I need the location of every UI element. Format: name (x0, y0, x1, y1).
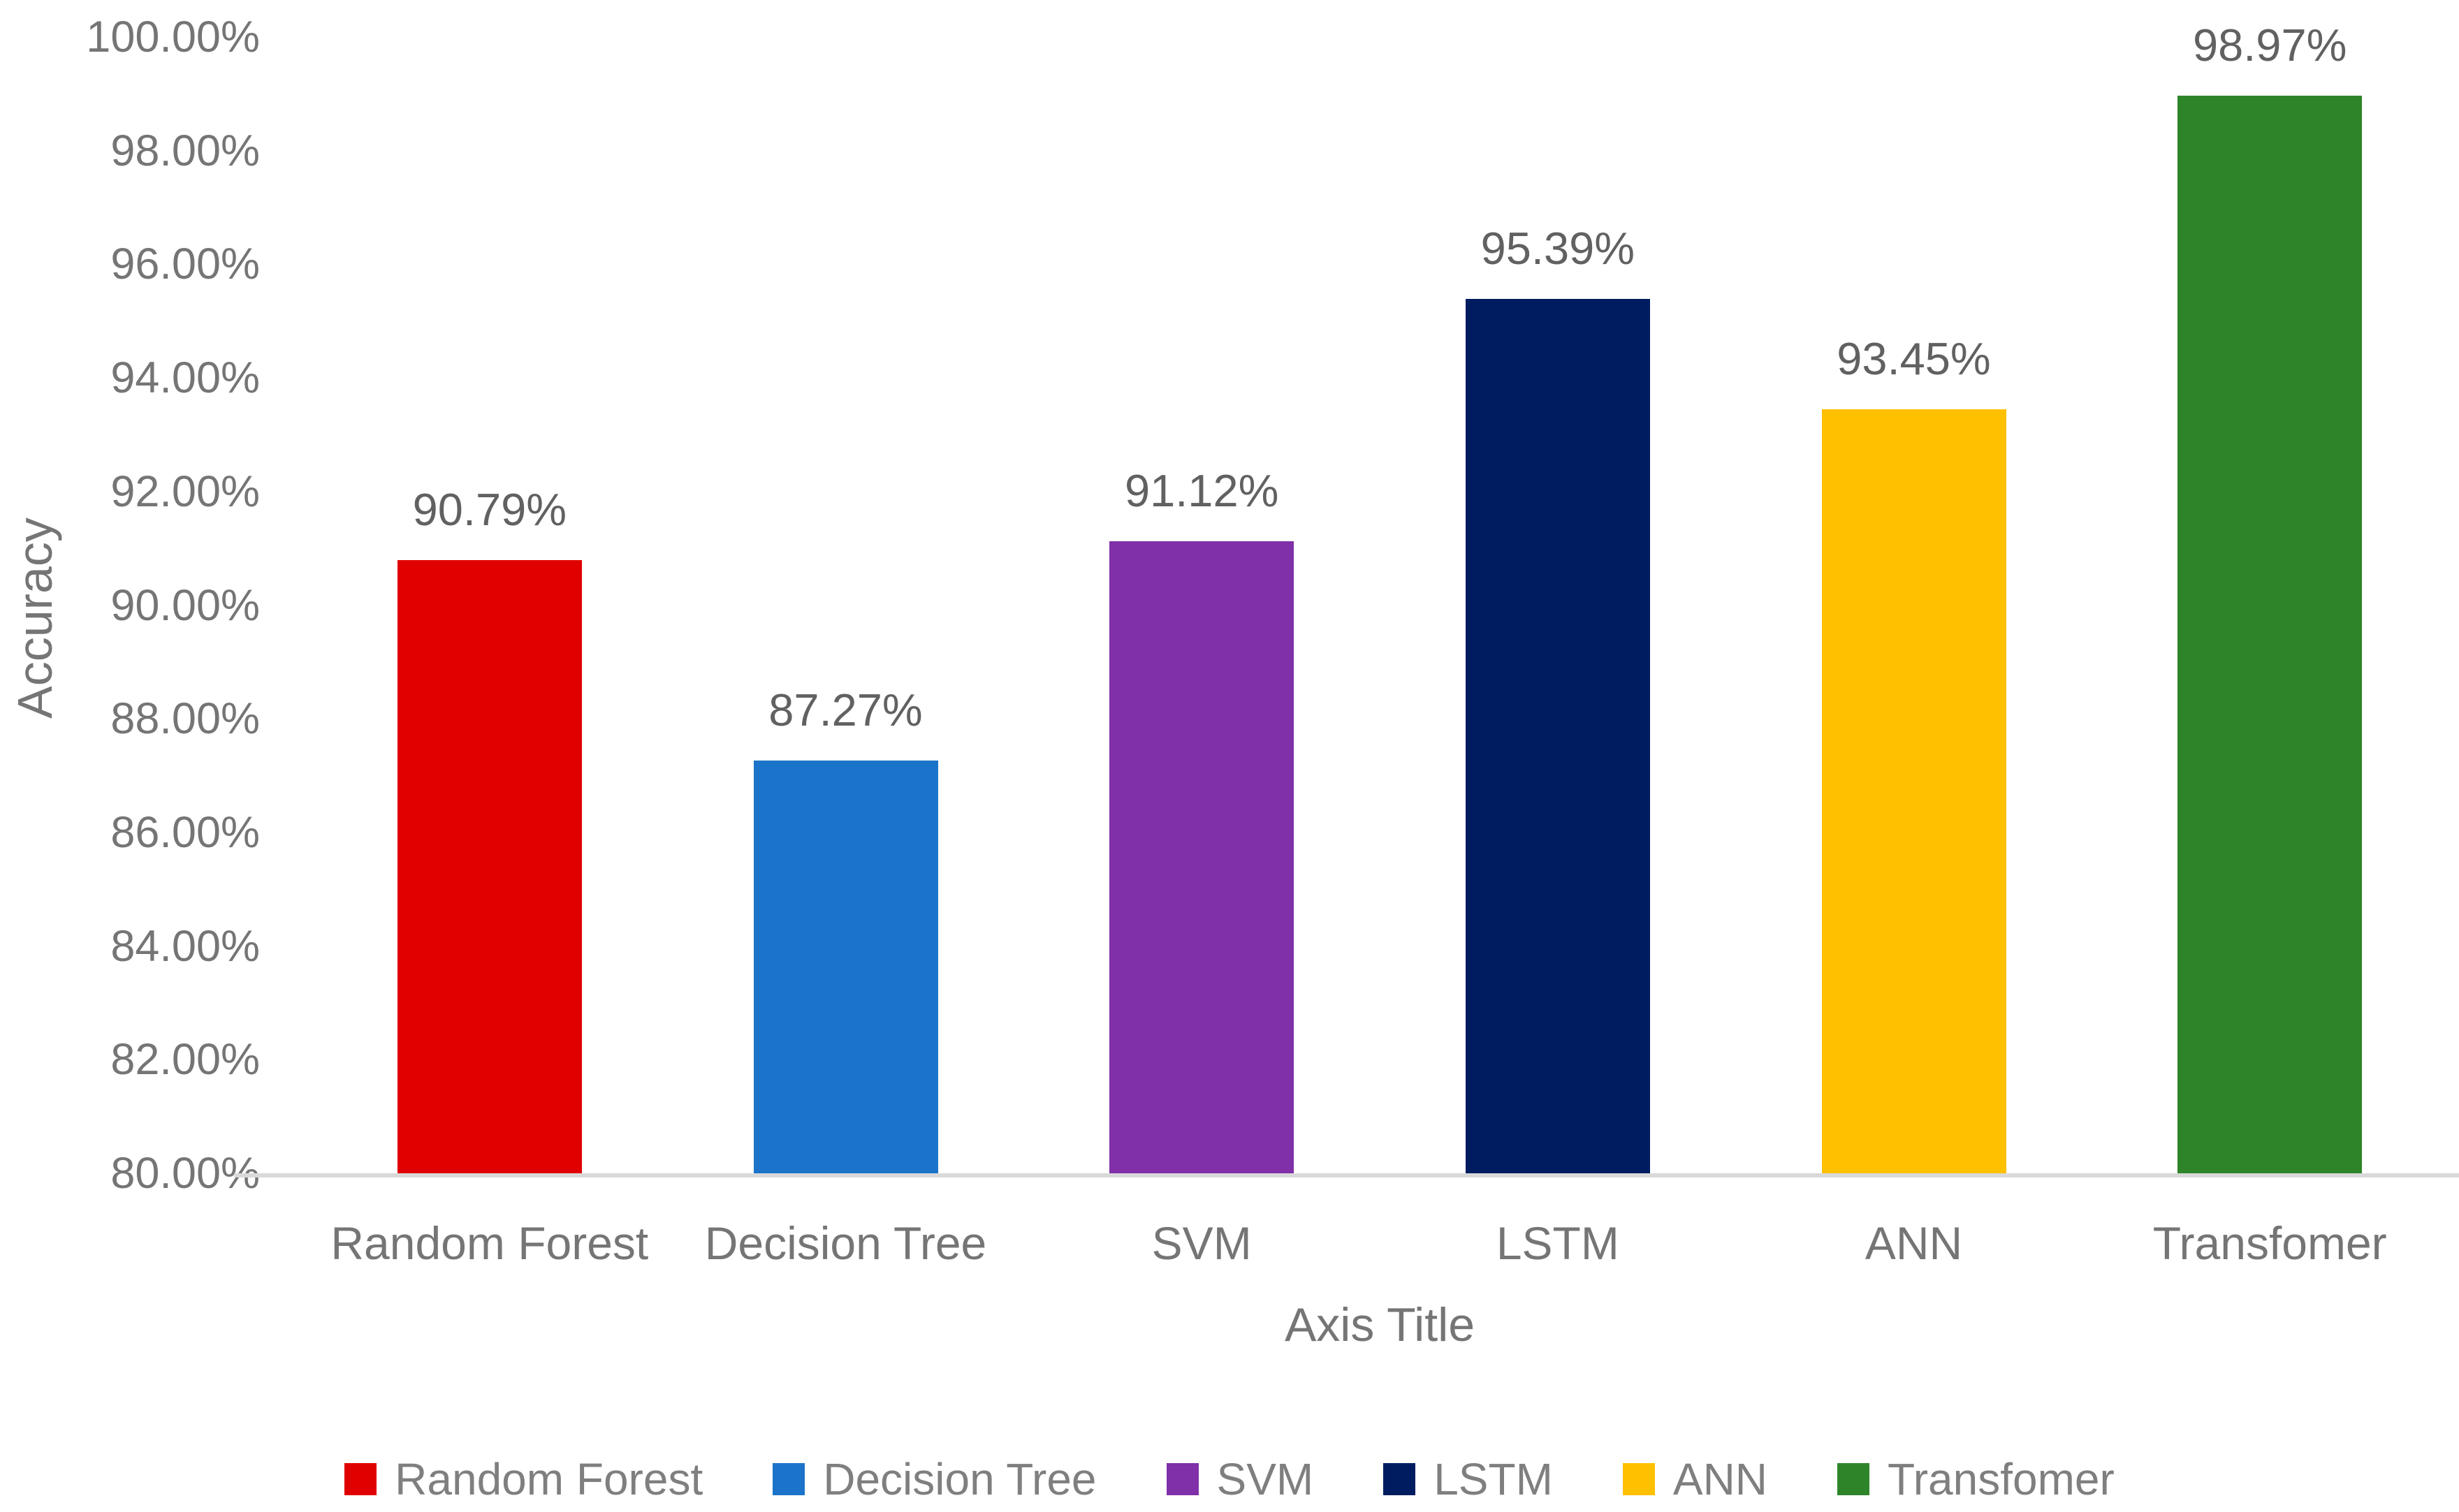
bar (1821, 409, 2006, 1173)
y-tick-label: 96.00% (110, 240, 260, 289)
bar-value-label: 87.27% (768, 684, 923, 735)
legend-label: ANN (1672, 1454, 1768, 1504)
bar (397, 560, 582, 1173)
legend-item: Transfomer (1837, 1457, 2115, 1502)
y-tick-label: 88.00% (110, 694, 260, 744)
legend-label: SVM (1216, 1454, 1314, 1504)
legend-item: ANN (1622, 1454, 1768, 1504)
bar-value-label: 91.12% (1124, 465, 1279, 517)
y-tick-label: 84.00% (110, 921, 260, 971)
bar-value-label: 98.97% (2192, 19, 2347, 71)
legend-swatch (344, 1463, 377, 1495)
legend-label: Random Forest (395, 1454, 703, 1504)
y-tick-label: 86.00% (110, 807, 260, 857)
x-category-label: LSTM (1496, 1217, 1619, 1269)
legend-swatch (1622, 1463, 1655, 1495)
y-tick-label: 98.00% (110, 126, 260, 175)
bar (753, 760, 938, 1173)
y-tick-label: 80.00% (110, 1149, 260, 1198)
x-category-label: Transfomer (2152, 1217, 2387, 1269)
y-tick-label: 100.00% (86, 13, 260, 61)
x-axis-line (234, 1173, 2459, 1177)
legend-swatch (773, 1463, 805, 1495)
legend-swatch (1837, 1463, 1870, 1495)
y-tick-label: 94.00% (110, 353, 260, 403)
x-category-label: Decision Tree (704, 1217, 987, 1269)
x-axis-title: Axis Title (1284, 1298, 1475, 1351)
x-category-label: Random Forest (330, 1217, 649, 1269)
y-tick-label: 92.00% (110, 467, 260, 516)
y-tick-label: 90.00% (110, 580, 260, 630)
legend-swatch (1383, 1463, 1416, 1495)
legend-item: LSTM (1383, 1457, 1553, 1502)
legend-swatch (1166, 1463, 1199, 1495)
bar (1109, 541, 1294, 1173)
bar (1465, 299, 1650, 1173)
bar (2177, 95, 2363, 1173)
x-category-label: SVM (1151, 1217, 1252, 1269)
bar-value-label: 93.45% (1837, 332, 1991, 384)
legend-item: SVM (1166, 1454, 1314, 1504)
x-category-label: ANN (1865, 1217, 1963, 1269)
legend-label: LSTM (1433, 1454, 1553, 1504)
legend-item: Decision Tree (773, 1454, 1097, 1504)
bar-value-label: 95.39% (1480, 223, 1635, 274)
bar-value-label: 90.79% (412, 484, 567, 536)
legend-label: Transfomer (1888, 1454, 2115, 1504)
legend-label: Decision Tree (823, 1454, 1097, 1504)
chart-legend: Random Forest Decision Tree SVM LSTM ANN Tran… (0, 1457, 2459, 1502)
legend-item: Random Forest (344, 1457, 703, 1502)
y-tick-label: 82.00% (110, 1035, 260, 1085)
